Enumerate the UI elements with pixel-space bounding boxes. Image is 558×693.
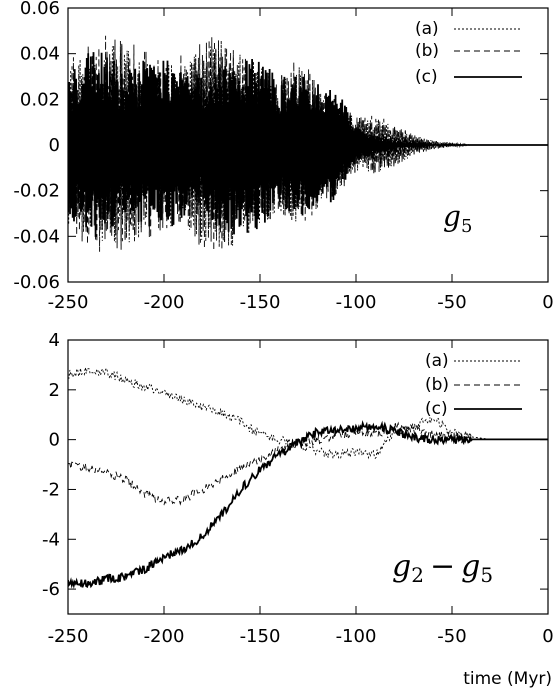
series-group bbox=[68, 367, 548, 589]
x-axis-label: time (Myr) bbox=[463, 669, 552, 689]
y-tick-label: -0.04 bbox=[13, 226, 60, 247]
x-tick-label: -250 bbox=[48, 292, 89, 313]
legend-label: (c) bbox=[415, 67, 438, 87]
x-tick-label: 0 bbox=[542, 626, 553, 647]
x-tick-label: -100 bbox=[336, 626, 377, 647]
legend-label: (a) bbox=[425, 351, 449, 371]
x-tick-label: -50 bbox=[437, 626, 466, 647]
y-tick-label: -0.02 bbox=[13, 181, 60, 202]
y-tick-label: -2 bbox=[42, 479, 60, 500]
legend-label: (b) bbox=[415, 41, 439, 61]
x-tick-label: -100 bbox=[336, 292, 377, 313]
legend-label: (b) bbox=[425, 375, 449, 395]
y-tick-label: 0.02 bbox=[20, 89, 60, 110]
series-a-line bbox=[68, 367, 548, 461]
panel-bottom: -250 -200 -150 -100 -50 0 -6 -4 -2 0 2 4 (a) (b) (c) g2… bbox=[42, 330, 554, 689]
x-tick-label: -250 bbox=[48, 626, 89, 647]
y-tick-label: 4 bbox=[49, 330, 60, 351]
y-tick-label: 2 bbox=[49, 380, 60, 401]
legend-label: (c) bbox=[425, 399, 448, 419]
y-tick-label: -0.06 bbox=[13, 272, 60, 293]
x-tick-label: -150 bbox=[240, 292, 281, 313]
panel-annotation: g2− g5 bbox=[392, 549, 493, 587]
x-tick-label: -200 bbox=[144, 292, 185, 313]
panel-top: -250 -200 -150 -100 -50 0 -0.06 -0.04 -0.02 0 0.02… bbox=[13, 0, 553, 313]
legend-label: (a) bbox=[415, 19, 439, 39]
series-b-line bbox=[68, 421, 548, 506]
y-tick-label: 0 bbox=[49, 135, 60, 156]
x-tick-label: -50 bbox=[437, 292, 466, 313]
y-tick-label: 0 bbox=[49, 430, 60, 451]
y-tick-label: -6 bbox=[42, 579, 60, 600]
y-tick-label: 0.06 bbox=[20, 0, 60, 19]
series-group bbox=[68, 35, 548, 252]
series-c-line bbox=[68, 419, 548, 589]
series-c-line bbox=[68, 52, 548, 237]
plot-frame bbox=[67, 339, 549, 615]
x-tick-label: -150 bbox=[240, 626, 281, 647]
y-tick-label: 0.04 bbox=[20, 44, 60, 65]
x-tick-label: 0 bbox=[542, 292, 553, 313]
x-tick-label: -200 bbox=[144, 626, 185, 647]
y-tick-label: -4 bbox=[42, 529, 60, 550]
panel-annotation: g5 bbox=[443, 200, 472, 237]
